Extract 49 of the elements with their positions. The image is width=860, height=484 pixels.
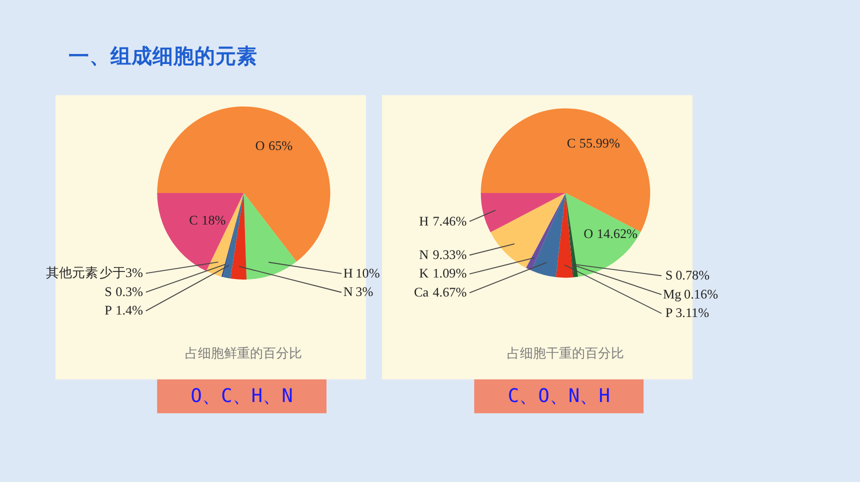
- data-label: 少于3%: [99, 265, 144, 280]
- pie-slice: [531, 193, 566, 278]
- data-label: 0.3%: [116, 284, 144, 299]
- slice-label: H: [343, 265, 354, 280]
- data-label: 3%: [356, 284, 374, 300]
- slice-label: N: [419, 246, 430, 262]
- pie-slice: [480, 193, 566, 232]
- text: 占细胞干重的百分比: [506, 346, 624, 361]
- data-label: 10%: [356, 265, 380, 280]
- text: 占细胞鲜重的百分比: [185, 346, 302, 361]
- data-label: 0.78%: [676, 268, 710, 282]
- data-label: 4.67%: [432, 284, 467, 300]
- slice-label: O: [584, 226, 594, 242]
- data-label: 18%: [202, 212, 226, 228]
- data-label: 0.16%: [684, 286, 718, 302]
- slice-label: Ca: [414, 284, 429, 300]
- slice-label: C: [189, 212, 198, 228]
- pie-slice: [565, 193, 641, 277]
- data-label: 7.46%: [432, 213, 467, 228]
- pie-slice: [565, 193, 578, 278]
- data-label: 65%: [268, 138, 293, 154]
- slice-label: Mg: [662, 286, 682, 302]
- text: C、O、N、H: [508, 386, 610, 407]
- data-label: 14.62%: [596, 226, 638, 242]
- data-label: 3.11%: [676, 305, 710, 320]
- slice-label: H: [419, 213, 430, 228]
- data-label: 55.99%: [579, 135, 620, 150]
- pie-slice: [244, 193, 297, 280]
- pie-slice: [565, 193, 574, 278]
- slice-label: P: [104, 302, 112, 318]
- data-label: 1.4%: [116, 302, 144, 318]
- slice-label: O: [255, 138, 265, 154]
- pie-slice: [157, 193, 244, 272]
- slice-label: 其他元素: [46, 265, 98, 280]
- text: 一、组成细胞的元素: [68, 45, 258, 68]
- slice-label: N: [343, 284, 354, 300]
- pie-slice: [490, 193, 566, 268]
- pie-slice: [526, 193, 566, 271]
- slice-label: P: [665, 305, 673, 320]
- text: O、C、H、N: [190, 386, 293, 407]
- slice-label: C: [566, 135, 576, 150]
- pie-slice: [230, 193, 247, 280]
- data-label: 1.09%: [432, 266, 467, 281]
- pie-slice: [157, 106, 330, 262]
- pie-slice: [556, 193, 573, 278]
- slice-label: K: [419, 266, 430, 281]
- slice-label: S: [104, 284, 112, 299]
- data-label: 9.33%: [432, 246, 467, 262]
- slice-label: S: [665, 268, 673, 282]
